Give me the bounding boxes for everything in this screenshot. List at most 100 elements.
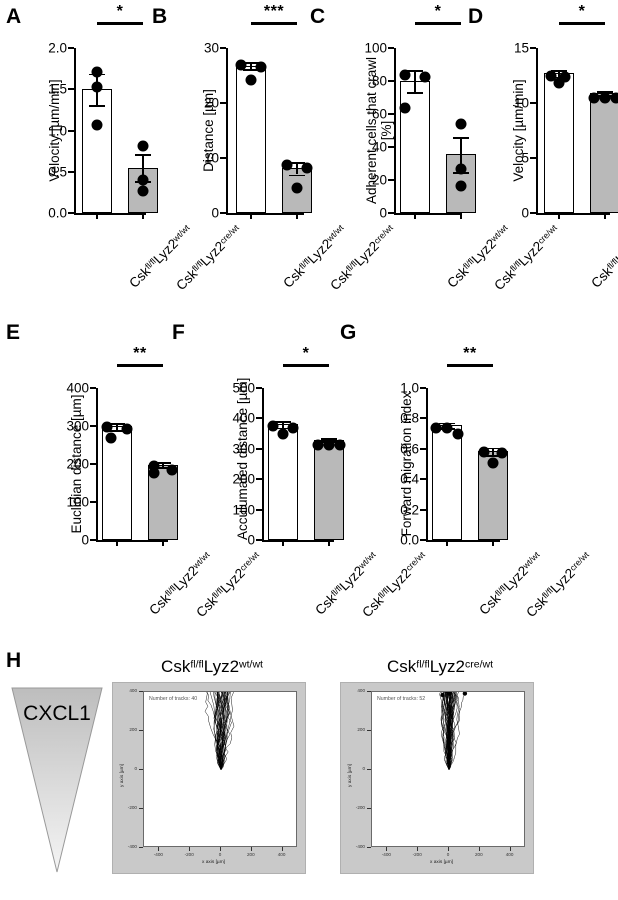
error-cap — [243, 61, 259, 64]
y-tick-label: 0 — [379, 205, 387, 221]
track-x-tick-label: 0 — [218, 852, 222, 857]
error-bar-lower — [414, 81, 416, 92]
error-bar-lower — [296, 168, 298, 175]
error-bar-lower — [116, 426, 118, 430]
bar-cre — [282, 168, 312, 213]
plot-area: 0.0 0.2 0.4 0.6 0.8 1.0 ** Cskfl/flLyz2wt/wt Csk… — [400, 346, 591, 621]
track-plot-wt: Number of tracks: 40 400 200 0 -200 -400 -400 -… — [112, 682, 306, 874]
data-point — [312, 439, 324, 451]
error-cap-lower — [289, 174, 305, 177]
error-cap-lower — [109, 429, 125, 432]
data-point — [166, 464, 178, 475]
track-y-tick-label: 400 — [129, 688, 137, 693]
track-x-tick — [220, 847, 221, 851]
data-point — [419, 71, 431, 83]
track-y-tick-label: 200 — [357, 727, 365, 732]
significance-marker: * — [302, 345, 310, 362]
chart-panel-d: 051015*Cskfl/flLyz2wt/wtCskfl/flLyz2cre/… — [506, 4, 618, 291]
y-tick — [90, 539, 96, 541]
data-point — [455, 163, 467, 175]
data-point — [91, 66, 103, 78]
y-tick — [420, 508, 426, 511]
error-bar — [142, 154, 144, 168]
y-tick — [90, 387, 96, 389]
significance-line — [117, 364, 163, 368]
data-point — [545, 70, 557, 81]
track-y-tick — [139, 808, 143, 809]
y-tick — [420, 387, 426, 389]
error-cap-lower — [551, 76, 567, 79]
x-tick — [558, 213, 560, 219]
y-tick — [90, 425, 96, 427]
significance-line — [559, 22, 605, 26]
significance-line — [251, 22, 297, 26]
track-y-tick — [139, 847, 143, 848]
y-axis — [96, 388, 98, 540]
y-axis — [536, 48, 538, 213]
y-axis-title: Distance [µm] — [201, 89, 216, 172]
significance-marker: * — [578, 3, 586, 20]
error-bar — [414, 70, 416, 81]
error-bar-lower — [96, 89, 98, 105]
y-tick-label: 1.0 — [48, 122, 67, 138]
xlab-sup2: cre/wt — [371, 222, 395, 246]
panel-letter-h: H — [6, 649, 22, 672]
x-tick — [492, 540, 494, 546]
xlab-sup2: wt/wt — [520, 549, 542, 571]
y-tick — [420, 478, 426, 481]
x-tick — [446, 540, 448, 546]
track-plot-cre: Number of tracks: 52 400 200 0 -200 -400 -400 -… — [340, 682, 534, 874]
y-tick — [388, 113, 394, 115]
y-tick — [420, 539, 426, 541]
error-cap — [407, 70, 423, 73]
y-tick — [256, 417, 262, 420]
y-tick-label: 100 — [364, 40, 387, 56]
track-plot-canvas — [143, 691, 297, 847]
error-cap-lower — [485, 455, 501, 457]
x-tick — [142, 213, 144, 219]
data-point — [452, 428, 464, 440]
data-point — [478, 446, 490, 458]
xlab-sup2: wt/wt — [170, 222, 192, 244]
track-y-tick-label: -400 — [355, 844, 365, 849]
track-y-tick-label: -400 — [127, 844, 137, 849]
chart-panel-e: 0 100 200 300 400 ** Cskfl/flLyz2wt/wt Cskfl/fl… — [60, 346, 260, 621]
x-axis — [536, 213, 610, 215]
y-tick-label: 200 — [66, 456, 89, 472]
data-point — [588, 92, 600, 103]
y-tick-label: 200 — [232, 471, 255, 487]
title-sup2-cre: cre/wt — [464, 658, 493, 671]
y-tick — [256, 539, 262, 541]
title-sup1-cre: fl/fl — [416, 658, 430, 671]
track-y-tick — [367, 730, 371, 731]
data-point — [91, 81, 103, 92]
x-tick — [460, 213, 462, 219]
title-mid-cre: Lyz2 — [429, 657, 465, 676]
y-tick-label: 10 — [203, 150, 219, 166]
x-axis — [394, 213, 462, 215]
title-mid-wt: Lyz2 — [203, 657, 240, 676]
track-plot-title-wt: Cskfl/flLyz2wt/wt — [161, 658, 263, 675]
cxcl1-gradient: CXCL1 — [10, 686, 104, 874]
error-bar-lower — [492, 451, 494, 456]
significance-marker: *** — [263, 3, 285, 20]
data-point — [281, 159, 293, 171]
y-tick — [90, 501, 96, 503]
track-x-tick — [158, 847, 160, 851]
y-tick — [388, 80, 394, 82]
x-tick — [96, 213, 98, 219]
y-tick — [220, 47, 226, 49]
significance-line — [283, 364, 329, 368]
chart-panel-b: 0 10 20 30 *** Cskfl/flLyz2wt/wt Cskfl/flLyz2c… — [192, 4, 395, 294]
y-tick-label: 1.5 — [48, 81, 67, 97]
track-y-tick-label: 0 — [362, 766, 365, 771]
y-tick-label: 300 — [232, 441, 255, 457]
data-point — [235, 59, 247, 71]
y-axis-title: Euclidian distance [µm] — [69, 394, 84, 534]
track-y-tick-label: -200 — [127, 805, 137, 810]
track-y-tick — [367, 691, 371, 692]
error-cap — [275, 421, 291, 424]
error-cap-lower — [243, 69, 259, 72]
track-y-tick — [367, 808, 371, 809]
data-point — [148, 460, 160, 472]
